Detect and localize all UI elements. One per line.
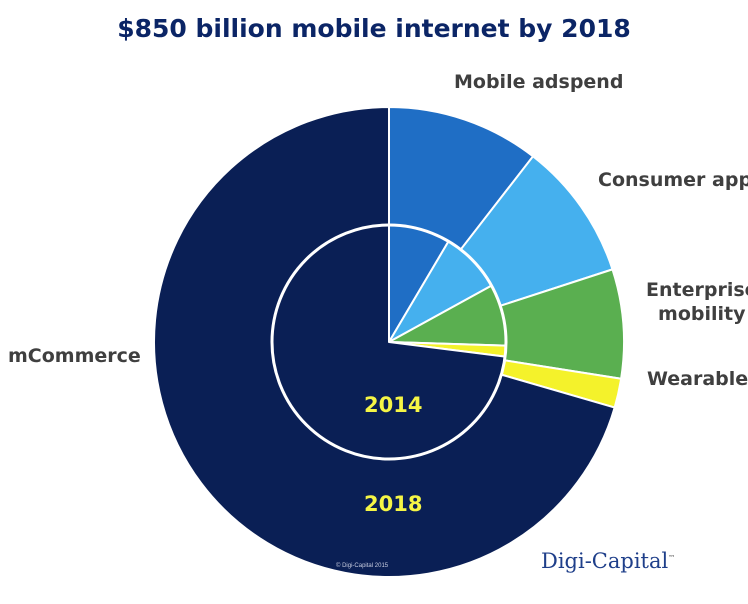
trademark-mark: ™ — [668, 554, 676, 562]
label-enterprise-mobility: Enterprise mobility — [646, 279, 748, 325]
brand-logo: Digi-Capital™ — [541, 549, 675, 573]
copyright-text: © Digi-Capital 2015 — [336, 563, 389, 569]
label-mcommerce: mCommerce — [8, 345, 141, 367]
label-wearables: Wearables — [647, 368, 748, 390]
label-mobile-adspend: Mobile adspend — [454, 71, 624, 93]
brand-name: Digi-Capital — [541, 549, 669, 573]
year-label-outer: 2018 — [364, 492, 423, 516]
chart-title: $850 billion mobile internet by 2018 — [117, 14, 631, 43]
ring-separator — [270, 223, 508, 461]
label-consumer-apps: Consumer apps — [598, 169, 748, 191]
year-label-inner: 2014 — [364, 393, 423, 417]
